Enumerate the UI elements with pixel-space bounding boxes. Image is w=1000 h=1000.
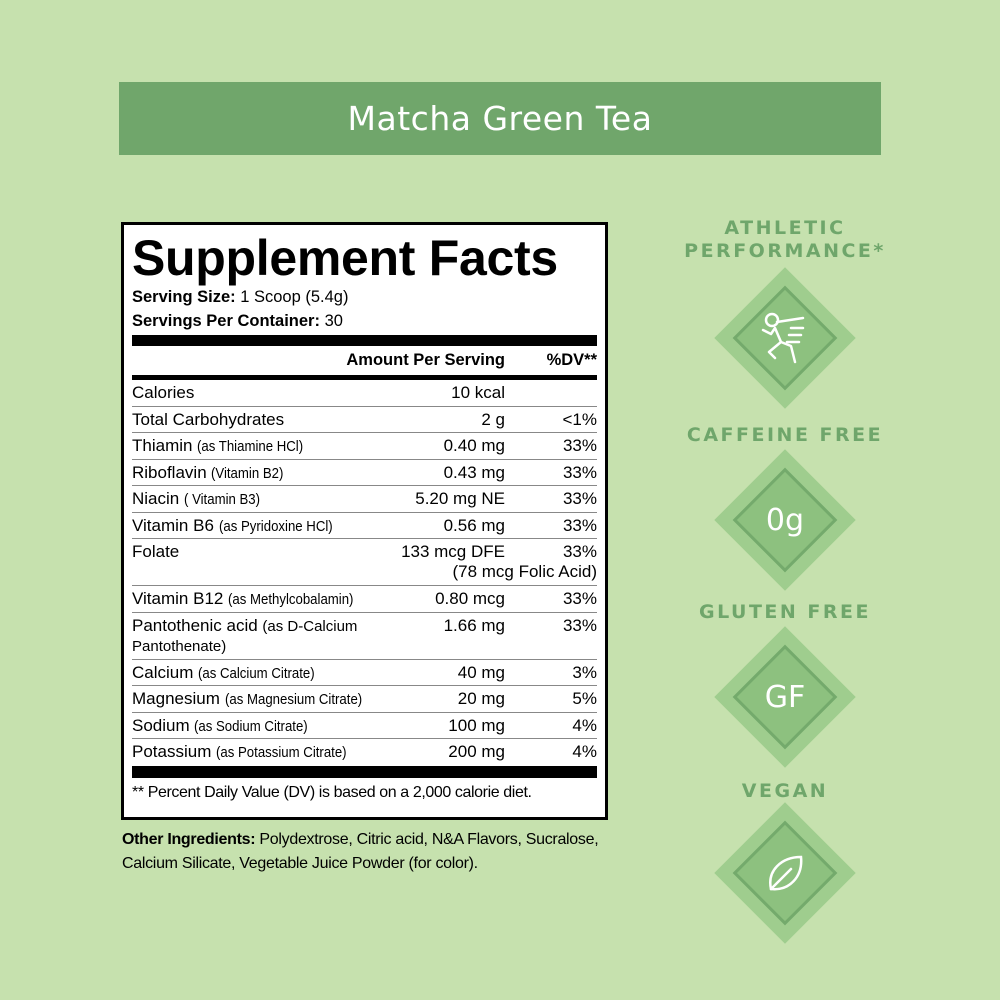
badge-athletic bbox=[714, 267, 856, 409]
daily-value: 3% bbox=[572, 662, 597, 682]
nutrient-name: Vitamin B6 (as Pyridoxine HCl) bbox=[132, 515, 333, 535]
nutrient-name: Sodium (as Sodium Citrate) bbox=[132, 715, 309, 735]
badge-title: VEGAN bbox=[741, 780, 829, 802]
nutrient-name: Potassium (as Potassium Citrate) bbox=[132, 742, 347, 761]
badge-title: ATHLETIC PERFORMANCE* bbox=[684, 217, 886, 262]
badge-title: GLUTEN FREE bbox=[699, 601, 871, 623]
other-ingredients: Other Ingredients: Polydextrose, Citric … bbox=[122, 831, 599, 872]
nutrient-name: Calories bbox=[132, 383, 195, 402]
table-row: Sodium (as Sodium Citrate) 100 mg 4% bbox=[132, 713, 597, 739]
nutrient-name: Niacin ( Vitamin B3) bbox=[132, 489, 261, 508]
divider bbox=[132, 335, 597, 346]
footnote: ** Percent Daily Value (DV) is based on … bbox=[132, 783, 532, 801]
nutrient-name: Calcium (as Calcium Citrate) bbox=[132, 662, 315, 682]
amount: 1.66 mg bbox=[443, 615, 505, 635]
daily-value: 33% bbox=[562, 515, 597, 535]
nutrient-name: Folate bbox=[132, 542, 180, 561]
daily-value: 5% bbox=[572, 689, 597, 708]
product-title-banner: Matcha Green Tea bbox=[119, 82, 881, 155]
amount: 20 mg bbox=[457, 689, 505, 708]
table-row: Riboflavin (Vitamin B2) 0.43 mg 33% bbox=[132, 460, 597, 486]
nutrient-name: Total Carbohydrates bbox=[132, 409, 285, 429]
table-row: Pantothenic acid (as D-Calcium Pantothen… bbox=[132, 613, 597, 660]
nutrient-name: Magnesium (as Magnesium Citrate) bbox=[132, 689, 362, 708]
divider bbox=[132, 765, 597, 778]
amount: 2 g bbox=[481, 409, 505, 429]
amount: 100 mg bbox=[448, 715, 505, 735]
table-row: Calories 10 kcal bbox=[132, 380, 597, 407]
nutrient-name: Pantothenic acid (as D-Calcium Pantothen… bbox=[132, 615, 358, 655]
amount: 200 mg bbox=[448, 742, 505, 761]
table-row: Calcium (as Calcium Citrate) 40 mg 3% bbox=[132, 660, 597, 686]
table-row: Potassium (as Potassium Citrate) 200 mg 4% bbox=[132, 739, 597, 766]
amount: 40 mg bbox=[457, 662, 505, 682]
panel-title: Supplement Facts bbox=[132, 230, 558, 286]
table-row: Vitamin B6 (as Pyridoxine HCl) 0.56 mg 33% bbox=[132, 513, 597, 539]
nutrient-name: Riboflavin (Vitamin B2) bbox=[132, 462, 284, 482]
table-row: Total Carbohydrates 2 g <1% bbox=[132, 407, 598, 433]
amount: 0.40 mg bbox=[443, 436, 505, 455]
daily-value: 4% bbox=[572, 715, 597, 735]
amount: 0.56 mg bbox=[443, 515, 505, 535]
servings-per-container: Servings Per Container: 30 bbox=[132, 312, 343, 330]
daily-value: 33% bbox=[562, 436, 597, 455]
table-row: Folate 133 mcg DFE 33% (78 mcg Folic Acid) bbox=[132, 539, 597, 586]
badge-vegan bbox=[714, 802, 856, 944]
amount: 0.80 mcg bbox=[435, 589, 505, 608]
daily-value: 4% bbox=[572, 742, 597, 761]
amount: 10 kcal bbox=[451, 383, 505, 402]
leaf-icon bbox=[769, 855, 803, 891]
table-row: Thiamin (as Thiamine HCl) 0.40 mg 33% bbox=[132, 433, 597, 460]
badge-gluten-free: GF bbox=[714, 626, 856, 768]
amount: 5.20 mg NE bbox=[415, 489, 505, 508]
daily-value: <1% bbox=[562, 409, 598, 429]
table-row: Vitamin B12 (as Methylcobalamin) 0.80 mcg… bbox=[132, 586, 597, 613]
nutrient-name: Vitamin B12 (as Methylcobalamin) bbox=[132, 589, 354, 608]
table-row: Niacin ( Vitamin B3) 5.20 mg NE 33% bbox=[132, 486, 597, 513]
badge-title: CAFFEINE FREE bbox=[686, 424, 884, 446]
serving-size: Serving Size: 1 Scoop (5.4g) bbox=[132, 288, 349, 306]
daily-value: 33% bbox=[562, 589, 597, 608]
daily-value: 33% bbox=[562, 615, 597, 635]
amount: 0.43 mg bbox=[443, 462, 505, 482]
nutrient-name: Thiamin (as Thiamine HCl) bbox=[132, 436, 304, 455]
table-row: Magnesium (as Magnesium Citrate) 20 mg 5% bbox=[132, 686, 597, 713]
divider bbox=[132, 375, 597, 380]
daily-value bbox=[505, 383, 597, 406]
amount-cell: 133 mcg DFE 33% (78 mcg Folic Acid) bbox=[401, 542, 597, 581]
daily-value: 33% bbox=[562, 489, 597, 508]
daily-value: 33% bbox=[562, 462, 597, 482]
running-person-icon bbox=[761, 312, 805, 364]
badge-caffeine-free: 0g bbox=[714, 449, 856, 591]
column-header: Amount Per Serving %DV** bbox=[346, 351, 597, 369]
nutrient-table: Calories 10 kcal Total Carbohydrates 2 g <1%… bbox=[132, 380, 597, 766]
supplement-facts-panel: Supplement Facts Serving Size: 1 Scoop (… bbox=[121, 222, 608, 820]
